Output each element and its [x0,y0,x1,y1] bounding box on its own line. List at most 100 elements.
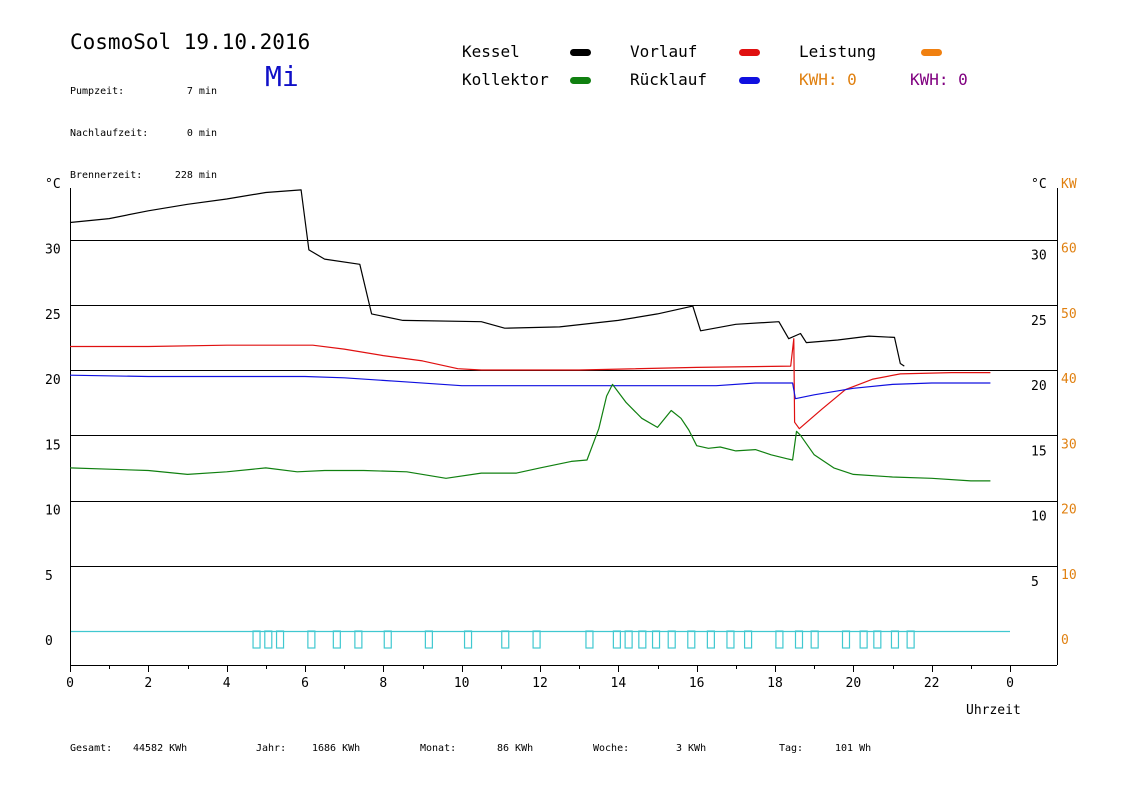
pump-marker-11 [585,630,594,649]
kwh-orange-label: KWH: 0 [799,70,857,89]
weekday-label: Mi [265,60,299,93]
info-value-pumpzeit: 7 min [186,86,217,97]
series-line-kessel [69,189,905,367]
y-left-tick-20: 20 [45,373,61,388]
info-labels: Pumpzeit: Nachlaufzeit: Brennerzeit: [70,57,148,197]
series-line-vorlauf [70,338,991,430]
info-values: 7 min 0 min 228 min [150,57,217,197]
pump-marker-24 [841,630,851,649]
y-left-tick-0: 0 [45,634,53,649]
legend-swatch-leistung [921,49,942,56]
series-lines [69,189,991,482]
y2-unit: KW [1061,177,1077,192]
y-right-tick-25: 25 [1031,314,1047,329]
legend-label-leistung: Leistung [799,42,877,61]
series-line-kollektor [69,383,991,482]
legend-label-ruecklauf: Rücklauf [630,70,708,89]
x-tick-label-6: 12 [532,676,548,691]
info-label-pumpzeit: Pumpzeit: [70,86,125,97]
x-tick-label-1: 2 [144,676,152,691]
info-label-brennerzeit: Brennerzeit: [70,170,143,181]
x-axis-title: Uhrzeit [966,703,1021,718]
pump-marker-9 [501,630,510,649]
pump-marker-15 [651,630,661,649]
y-left-tick-15: 15 [45,438,61,453]
pump-marker-26 [873,630,882,649]
pump-marker-18 [706,630,715,649]
info-value-nachlaufzeit: 0 min [186,128,217,139]
x-tick-label-3: 6 [301,676,309,691]
x-tick-label-7: 14 [611,676,627,691]
pump-marker-12 [612,630,621,649]
legend-label-vorlauf: Vorlauf [630,42,698,61]
stat-jahr-value: 1686 KWh [312,743,361,754]
stat-tag-label: Tag: [779,743,804,754]
info-label-nachlaufzeit: Nachlaufzeit: [70,128,149,139]
x-tick-label-8: 16 [689,676,705,691]
x-tick-label-4: 8 [379,676,387,691]
pump-marker-10 [532,630,541,649]
stat-gesamt-label: Gesamt: [70,743,113,754]
x-tick-label-9: 18 [767,676,783,691]
y-right-tick-15: 15 [1031,444,1047,459]
y-right-tick-5: 5 [1031,575,1039,590]
stat-monat-value: 86 KWh [497,743,534,754]
pump-marker-3 [307,630,316,649]
x-tick-label-5: 10 [454,676,470,691]
x-tick-label-11: 22 [924,676,940,691]
pump-marker-14 [638,630,647,649]
info-value-brennerzeit: 228 min [174,170,217,181]
axes [70,188,1058,672]
y2-tick-20: 20 [1061,503,1077,518]
pump-markers [252,630,915,649]
pump-marker-0 [252,630,261,649]
stat-monat-label: Monat: [420,743,457,754]
y-right-tick-20: 20 [1031,379,1047,394]
pump-marker-6 [383,630,392,649]
y-left-tick-25: 25 [45,308,61,323]
pump-marker-23 [810,630,819,649]
pump-marker-27 [890,630,900,649]
pump-marker-21 [775,630,784,649]
pump-marker-5 [354,630,363,649]
pump-marker-8 [463,630,473,649]
y2-tick-30: 30 [1061,437,1077,452]
y2-tick-0: 0 [1061,633,1069,648]
legend-label-kollektor: Kollektor [462,70,549,89]
y2-tick-40: 40 [1061,372,1077,387]
x-tick-label-2: 4 [223,676,231,691]
pump-marker-28 [906,630,915,649]
pump-marker-22 [794,630,804,649]
pump-marker-25 [859,630,868,649]
y-right-tick-30: 30 [1031,249,1047,264]
x-tick-label-12: 0 [1006,676,1014,691]
pump-marker-19 [726,630,735,649]
y2-tick-50: 50 [1061,307,1077,322]
y-right-unit: °C [1031,177,1047,192]
pump-marker-1 [264,630,273,649]
stat-jahr-label: Jahr: [256,743,287,754]
series-line-rcklauf [69,374,991,400]
pump-marker-16 [667,630,676,649]
pump-marker-20 [743,630,753,649]
chart-title: CosmoSol 19.10.2016 [70,30,311,54]
stat-woche-label: Woche: [593,743,630,754]
y-left-tick-5: 5 [45,569,53,584]
y2-tick-10: 10 [1061,568,1077,583]
stat-woche-value: 3 KWh [676,743,707,754]
stat-tag-value: 101 Wh [835,743,872,754]
kwh-purple-label: KWH: 0 [910,70,968,89]
grid-lines [70,240,1057,633]
legend-swatch-kessel [570,49,591,56]
stat-gesamt-value: 44582 KWh [133,743,188,754]
y2-tick-60: 60 [1061,242,1077,257]
y-left-tick-10: 10 [45,504,61,519]
pump-marker-2 [275,630,285,649]
legend-swatch-kollektor [570,77,591,84]
pump-marker-17 [687,630,696,649]
pump-marker-7 [424,630,433,649]
legend-swatch-vorlauf [739,49,760,56]
pump-marker-4 [332,630,341,649]
y-right-tick-10: 10 [1031,510,1047,525]
